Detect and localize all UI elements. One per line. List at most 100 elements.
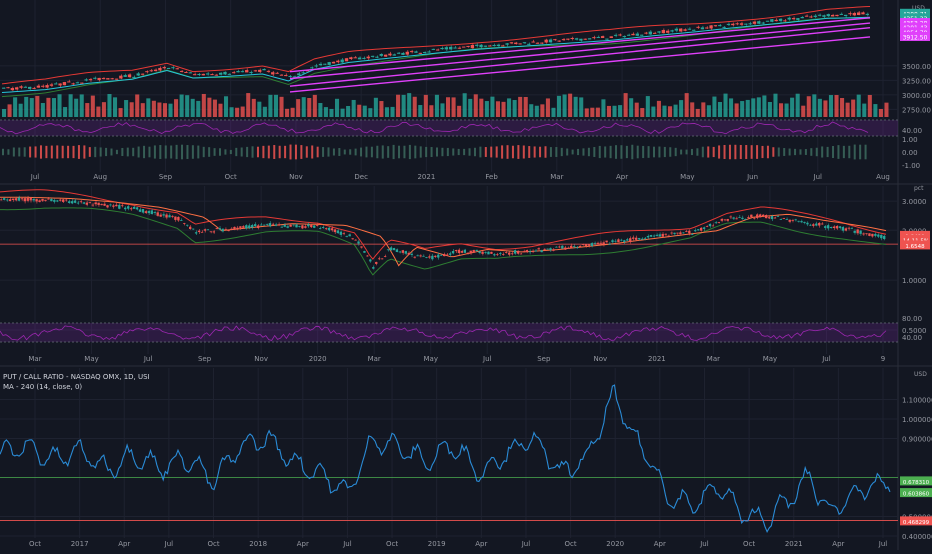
p1-candle	[783, 20, 787, 22]
p1-volume-bar	[262, 106, 267, 117]
p2-candle	[454, 250, 458, 252]
p1-candle	[744, 23, 748, 25]
p2-candle	[259, 224, 263, 226]
p1-candle	[149, 70, 153, 72]
p1-candle	[227, 73, 232, 75]
p1-volume-bar	[540, 104, 545, 117]
p1-osc-bar	[316, 146, 319, 158]
p1-volume-bar	[779, 103, 784, 117]
p1-volume-bar	[767, 101, 772, 117]
p2-candle	[702, 227, 706, 229]
p1-candle	[839, 13, 843, 15]
p1-candle	[778, 18, 783, 21]
p2-candle	[519, 253, 523, 255]
p1-volume-bar	[407, 93, 412, 117]
p2-candle	[44, 199, 47, 201]
p1-volume-bar	[101, 102, 106, 117]
p2-candle	[277, 224, 280, 226]
p1-osc-bar	[479, 146, 482, 158]
p1-osc-bar	[153, 145, 156, 159]
p3-price-tag	[900, 476, 932, 486]
p1-candle	[479, 44, 483, 48]
p1-candle	[739, 23, 744, 25]
p1-osc-bar	[609, 145, 612, 159]
p3-x-tick: 2021	[785, 540, 803, 548]
p3-price-tag	[900, 488, 932, 498]
p1-osc-bar	[707, 146, 710, 158]
p1-osc-bar	[674, 147, 677, 157]
p1-candle	[822, 15, 826, 17]
p1-candle	[28, 86, 32, 89]
p1-volume-bar	[862, 103, 867, 117]
p2-candle	[159, 214, 162, 217]
p1-x-tick: Jul	[30, 173, 40, 181]
p1-volume-bar	[545, 98, 550, 117]
p1-x-tick: Aug	[93, 173, 107, 181]
p1-osc-bar	[826, 146, 829, 158]
p1-candle	[19, 86, 23, 88]
p3-x-tick: 2020	[606, 540, 624, 548]
p2-candle	[383, 256, 387, 257]
p2-candle	[558, 246, 561, 248]
p1-osc-bar	[604, 146, 607, 158]
p2-candle	[756, 214, 759, 218]
p2-y-tick: 1.0000	[902, 277, 927, 285]
p2-candle	[738, 217, 741, 218]
p1-osc-bar	[821, 146, 824, 158]
p1-candle	[457, 47, 462, 49]
p1-osc-bar	[804, 149, 807, 155]
p1-candle	[522, 42, 527, 44]
p1-osc-bar	[132, 147, 135, 157]
p2-candle	[342, 233, 345, 235]
p1-price-tag	[900, 8, 930, 18]
p2-candle	[590, 243, 594, 246]
p1-osc-bar	[468, 148, 471, 156]
p1-osc-bar	[859, 144, 862, 160]
p1-volume-bar	[118, 108, 123, 117]
p1-candle	[501, 45, 505, 47]
p2-candle	[753, 217, 756, 219]
p2-candle	[691, 234, 694, 235]
p1-osc-bar	[701, 146, 704, 158]
p2-candle	[360, 246, 363, 248]
p2-candle	[788, 219, 791, 222]
p2-candle	[274, 224, 278, 226]
p1-candle	[535, 42, 540, 44]
p1-price-tag	[900, 31, 930, 41]
p1-y-tick: 3000.00	[902, 92, 931, 100]
p1-candle	[266, 70, 271, 72]
p2-candle	[717, 222, 721, 223]
p2-candle	[626, 239, 629, 241]
p1-volume-bar	[151, 100, 156, 117]
p1-volume-bar	[285, 108, 290, 117]
p1-osc-bar	[88, 147, 91, 157]
p1-volume-bar	[729, 98, 734, 117]
p1-candle	[32, 87, 36, 89]
p1-volume-bar	[446, 97, 451, 117]
p1-osc-bar	[566, 148, 569, 156]
p1-osc-bar	[170, 145, 173, 159]
p2-candle	[567, 247, 570, 249]
p2-candle	[295, 224, 298, 228]
p1-osc-bar	[517, 145, 520, 159]
p2-candle	[251, 225, 254, 228]
p1-candle	[748, 23, 752, 25]
p2-candle	[652, 235, 656, 237]
p1-candle	[449, 46, 453, 50]
p2-candle	[779, 219, 783, 220]
p1-price-tag	[900, 27, 930, 37]
p2-candle	[392, 248, 396, 251]
p2-candle	[413, 256, 416, 258]
p2-candle	[428, 256, 431, 258]
p2-candle	[785, 219, 788, 220]
p2-candle	[664, 233, 667, 235]
p2-candle	[318, 228, 322, 229]
p2-price-tag	[900, 240, 930, 250]
p1-osc-bar	[56, 145, 59, 159]
p1-x-tick: Jun	[746, 173, 758, 181]
p1-candle	[722, 26, 726, 28]
p1-candle	[583, 38, 587, 40]
p2-candle	[457, 249, 461, 254]
p1-candle	[179, 70, 184, 72]
p1-volume-bar	[534, 105, 539, 117]
